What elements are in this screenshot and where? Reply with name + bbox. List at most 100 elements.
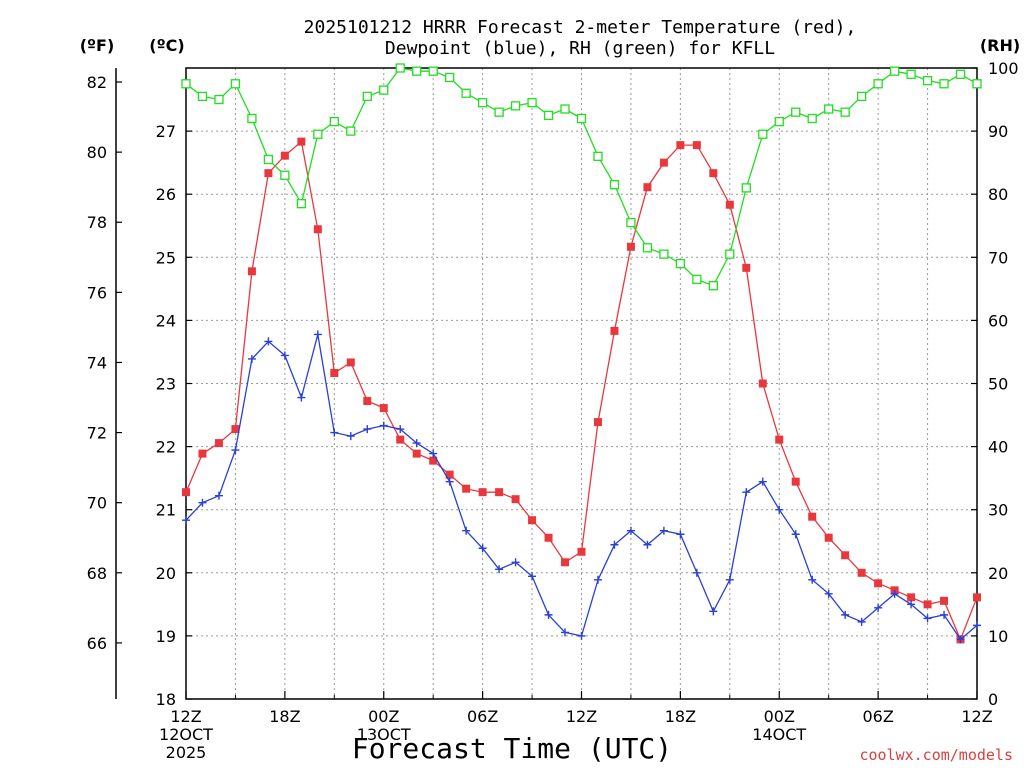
dewpoint-point [182,516,190,525]
temperature-point [791,477,800,486]
rh-point [593,151,603,161]
celsius-tick-label: 27 [156,122,176,141]
dewpoint-point [577,631,586,640]
x-tick-label: 06Z [862,707,893,726]
tick-labels: 6668707274767880821819202122232425262701… [87,59,1019,762]
rh-point [889,66,900,76]
chart-title-line1: 2025101212 HRRR Forecast 2-meter Tempera… [304,17,857,38]
rh-point [972,79,982,89]
fahrenheit-tick-label: 66 [87,634,107,653]
rh-point [461,88,471,98]
rh-point [395,63,405,73]
x-tick-label: 12Z [170,707,201,726]
fahrenheit-tick-label: 68 [87,564,107,583]
rh-point [642,243,653,253]
rh-point [494,107,504,117]
dewpoint-point [890,589,899,598]
celsius-unit-label: (ºC) [149,36,184,55]
dewpoint-point [379,421,388,430]
rh-point [939,79,949,89]
rh-point [263,154,274,165]
dewpoint-point [429,449,438,458]
rh-point [296,199,307,209]
axes [115,67,978,700]
temperature-point [330,368,339,377]
temperature-point [429,456,438,465]
rh-point [560,104,570,114]
rh-point [313,129,323,139]
rh-tick-label: 20 [988,564,1008,583]
dewpoint-point [561,628,570,637]
fahrenheit-tick-label: 78 [87,213,107,232]
temperature-point [725,200,734,209]
celsius-tick-label: 26 [156,185,176,204]
rh-point [181,79,191,89]
temperature-point [561,558,570,567]
dewpoint-point [956,635,965,644]
dewpoint-point [396,425,405,434]
rh-point [955,69,966,79]
celsius-tick-label: 23 [156,375,176,394]
x-tick-label: 12Z [566,707,597,726]
x-tick-label: 18Z [665,707,696,726]
rh-point [247,113,257,124]
rh-point [791,107,801,117]
temperature-point [313,225,322,234]
fahrenheit-tick-label: 76 [87,283,107,302]
dewpoint-point [363,425,372,434]
rh-tick-label: 100 [988,59,1019,78]
dewpoint-point [874,603,883,612]
rh-point [214,94,224,105]
rh-point [445,72,455,83]
dewpoint-point [330,428,339,437]
temperature-point [495,488,504,497]
temperature-point [478,488,487,497]
temperature-point [264,169,273,178]
temperature-point [775,435,784,444]
rh-point [379,85,389,95]
dewpoint-point [346,432,355,441]
temperature-point [808,512,817,521]
dewpoint-point [973,621,981,630]
rh-point [346,126,356,136]
temperature-point [511,495,520,504]
temperature-point [758,379,767,388]
fahrenheit-tick-label: 72 [87,424,107,443]
dewpoint-point [198,498,207,507]
rh-point [230,79,241,89]
dewpoint-point [544,610,553,619]
rh-point [428,66,438,76]
dewpoint-point [940,610,949,619]
temperature-point [182,488,190,497]
rh-tick-label: 80 [988,185,1008,204]
temperature-point [363,397,372,406]
rh-point [856,91,867,102]
temperature-point [544,533,553,542]
temperature-point [528,516,537,525]
rh-point [329,116,339,127]
dewpoint-point [495,565,504,574]
rh-point [477,98,488,108]
temperature-point [643,183,652,192]
x-tick-label: 2025 [166,743,207,762]
fahrenheit-tick-label: 80 [87,143,107,162]
rh-point [527,98,537,108]
temperature-point [247,267,256,276]
rh-point [824,104,834,114]
temperature-point [874,579,883,588]
dewpoint-point [280,351,289,360]
rh-point [543,110,554,120]
dewpoint-point [313,330,322,339]
dewpoint-point [775,505,784,514]
temperature-point [709,169,718,178]
rh-point [922,75,933,86]
dewpoint-point [264,337,273,346]
chart-title-line2: Dewpoint (blue), RH (green) for KFLL [385,38,775,59]
rh-tick-label: 40 [988,438,1008,457]
rh-point [873,79,883,89]
temperature-point [280,151,289,160]
x-tick-label: 12OCT [159,725,213,744]
rh-tick-label: 70 [988,248,1008,267]
temperature-point [907,593,916,602]
rh-point [906,69,916,79]
